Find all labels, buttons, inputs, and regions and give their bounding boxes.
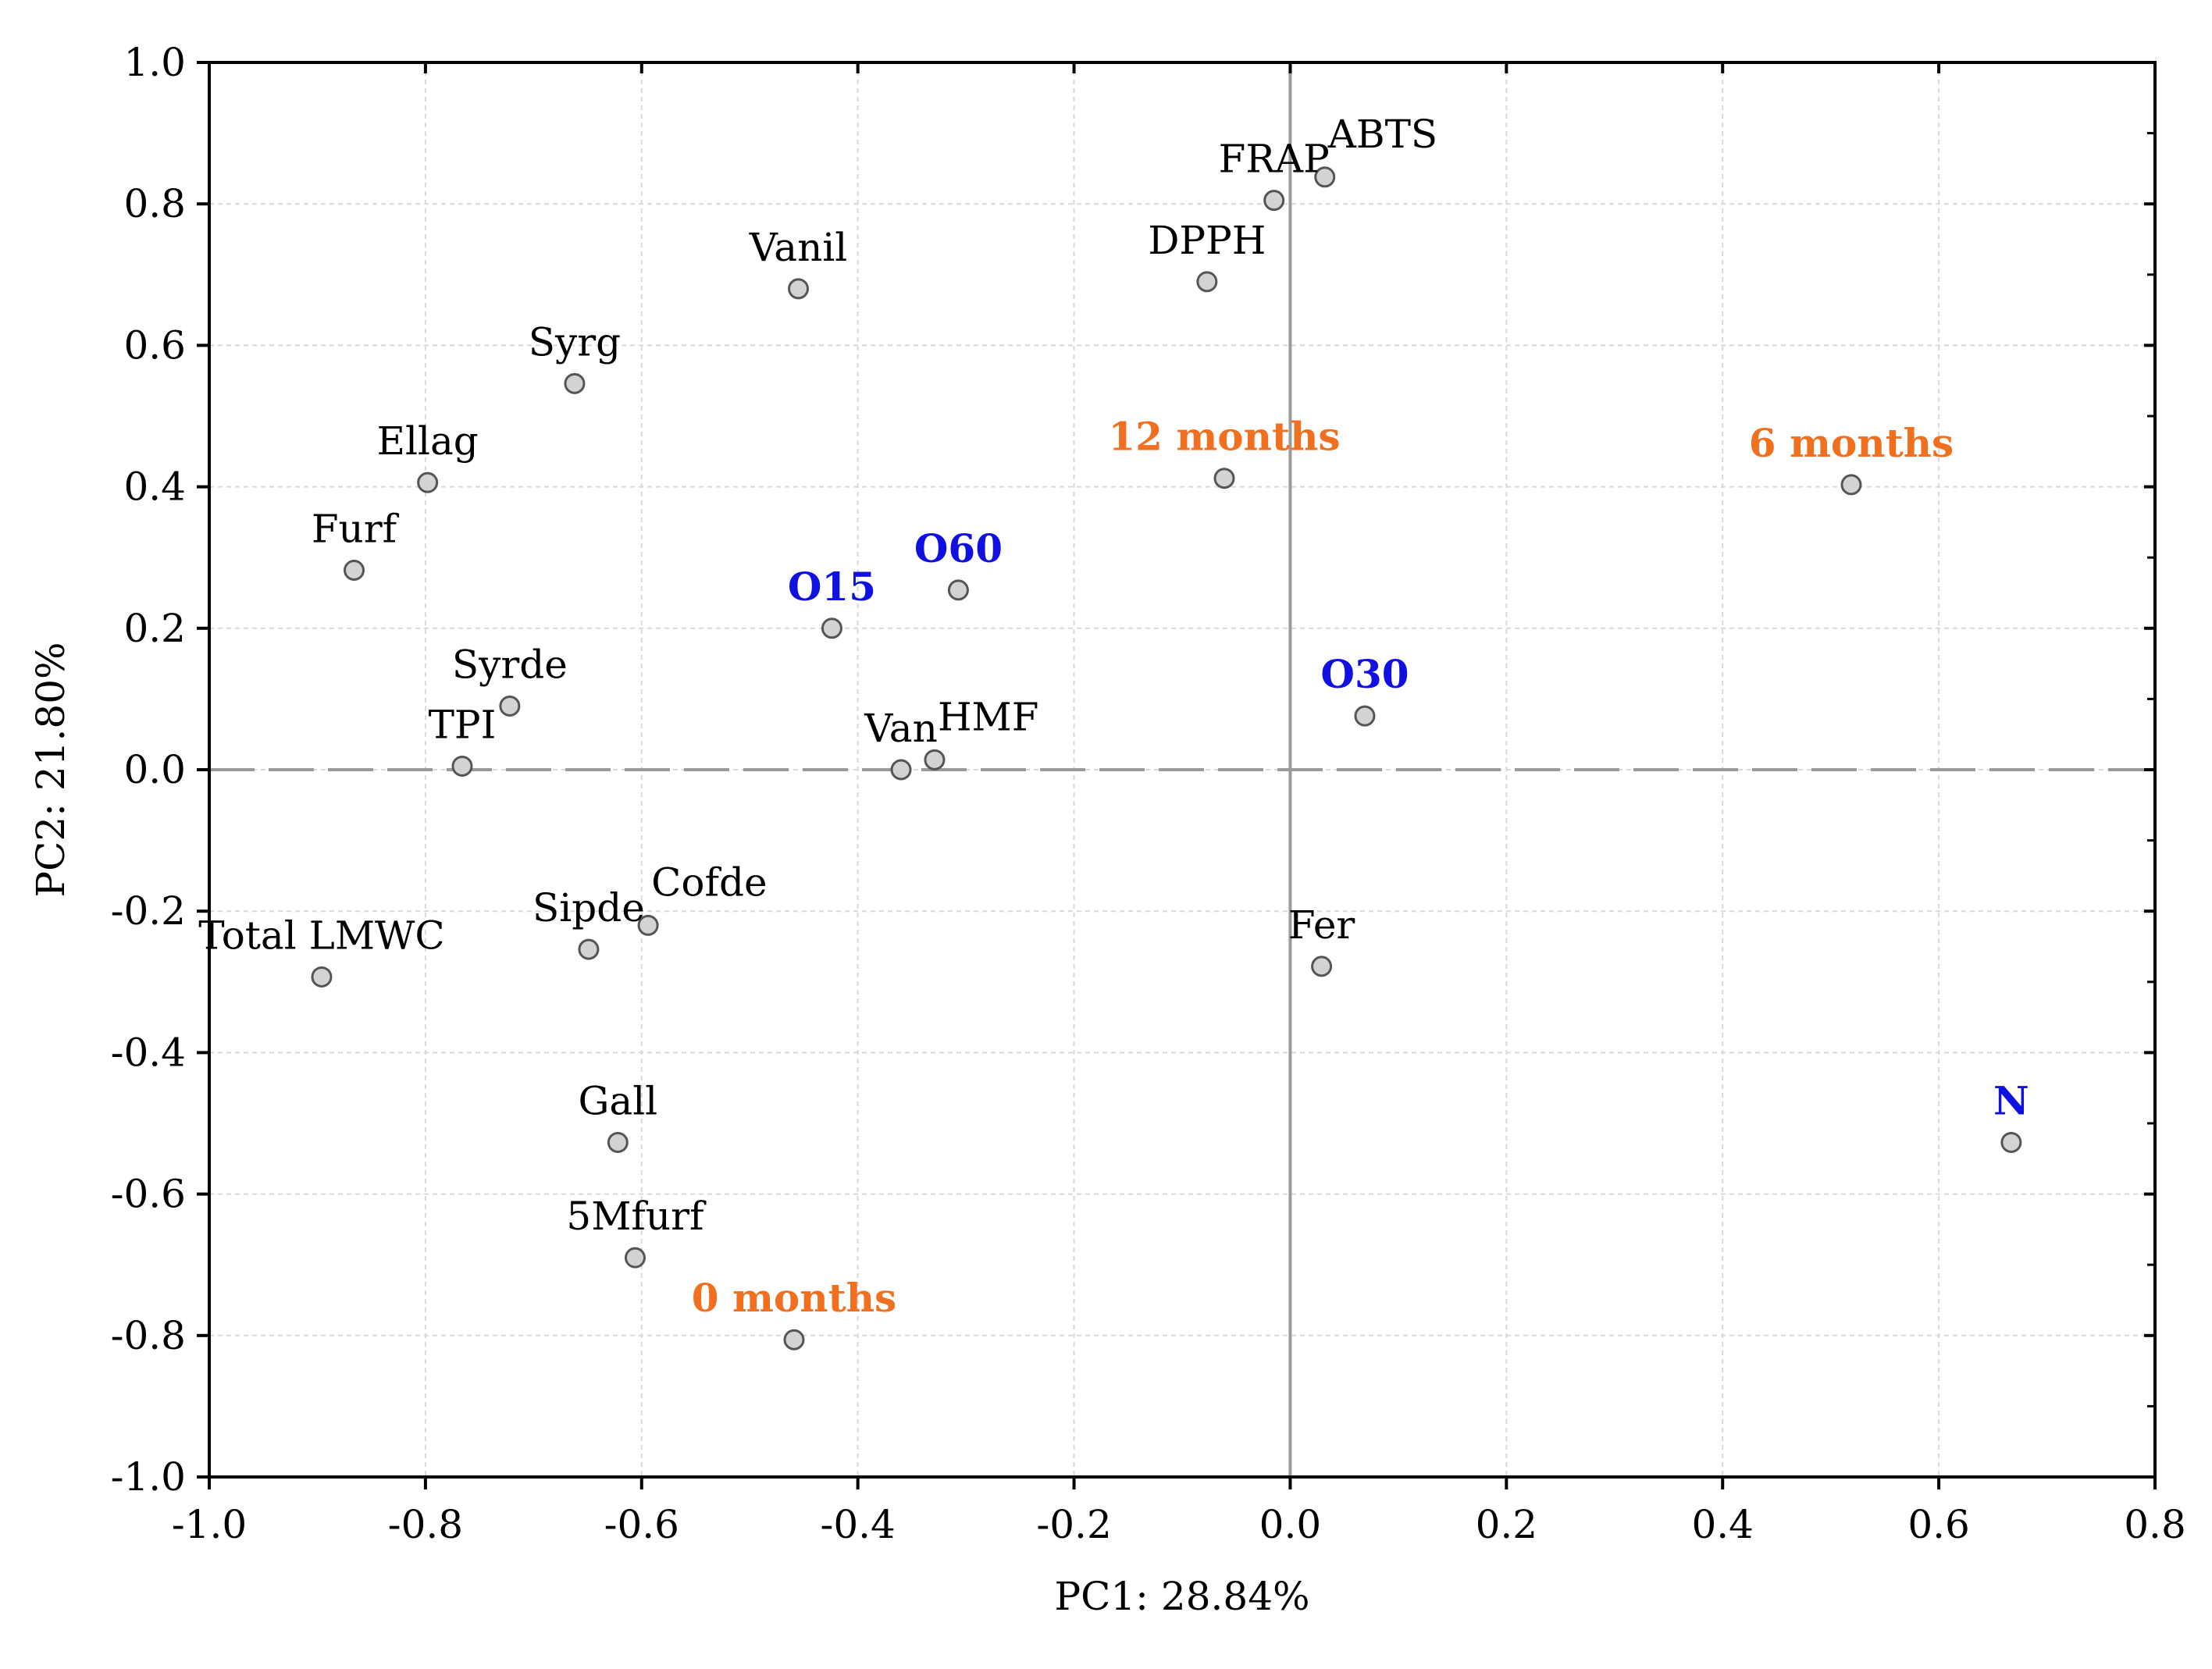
point-marker	[607, 1131, 629, 1153]
x-tick-label: 0.4	[1691, 1502, 1754, 1547]
y-tick-label: -1.0	[111, 1454, 186, 1500]
point-label: O60	[914, 525, 1003, 571]
point-label: 12 months	[1108, 414, 1340, 460]
x-tick-label: 0.2	[1476, 1502, 1538, 1547]
point-label: Syrg	[529, 319, 621, 365]
point-label: FRAP	[1219, 137, 1330, 182]
point-marker	[499, 695, 521, 717]
point-label: Sipde	[533, 885, 645, 931]
y-tick-label: -0.4	[111, 1030, 186, 1075]
point-marker	[451, 755, 473, 777]
axis-ticks: -1.0 -0.8 -0.6 -0.4 -0.2 0.0 0.2 0.4 0.6 0.8 1.0 0.…	[111, 40, 2186, 1547]
point-label: Syrde	[452, 642, 568, 687]
point-label: DPPH	[1148, 218, 1266, 263]
x-tick-label: -1.0	[172, 1502, 247, 1547]
point-label: O15	[788, 564, 876, 610]
point-marker	[783, 1329, 805, 1351]
point-label: Van	[864, 706, 938, 751]
point-marker	[1213, 468, 1235, 489]
point-marker	[344, 560, 365, 582]
point-label: Total LMWC	[198, 913, 444, 958]
y-tick-label: -0.8	[111, 1313, 186, 1358]
point-marker	[1196, 271, 1218, 293]
point-label: Fer	[1288, 902, 1355, 948]
point-marker	[890, 759, 912, 781]
point-marker	[564, 372, 586, 394]
point-marker	[637, 914, 659, 936]
x-tick-label: -0.4	[820, 1502, 895, 1547]
point-label: N	[1993, 1077, 2029, 1123]
y-tick-label: 0.2	[123, 606, 186, 651]
point-marker	[1354, 705, 1376, 727]
point-marker	[947, 579, 969, 601]
point-label: O30	[1320, 651, 1409, 697]
y-tick-label: -0.6	[111, 1172, 186, 1217]
x-tick-label: 0.6	[1907, 1502, 1970, 1547]
y-axis-title: PC2: 21.80%	[28, 642, 73, 897]
point-label: Ellag	[377, 418, 479, 464]
x-tick-label: 0.8	[2124, 1502, 2186, 1547]
x-tick-label: 0.0	[1259, 1502, 1322, 1547]
x-tick-label: -0.2	[1036, 1502, 1111, 1547]
point-label: Furf	[312, 507, 400, 552]
x-tick-label: -0.6	[604, 1502, 679, 1547]
point-marker	[1314, 166, 1336, 188]
point-label: 5Mfurf	[566, 1194, 707, 1239]
y-tick-label: 0.6	[123, 322, 186, 368]
point-label: Gall	[578, 1078, 657, 1123]
point-marker	[1263, 190, 1285, 212]
point-marker	[2000, 1131, 2022, 1153]
point-marker	[821, 617, 842, 639]
y-tick-label: 0.8	[123, 181, 186, 226]
point-label: TPI	[429, 702, 497, 747]
point-marker	[311, 966, 333, 988]
y-tick-label: 1.0	[123, 40, 186, 85]
point-label: HMF	[938, 694, 1039, 739]
point-marker	[788, 278, 810, 300]
point-label: 0 months	[692, 1275, 896, 1321]
point-marker	[1311, 955, 1333, 977]
point-label: Cofde	[651, 859, 767, 905]
point-marker	[417, 472, 439, 493]
point-marker	[624, 1247, 646, 1269]
point-marker	[1840, 474, 1862, 496]
x-axis-title: PC1: 28.84%	[1054, 1574, 1309, 1619]
x-tick-label: -0.8	[388, 1502, 463, 1547]
y-tick-label: -0.2	[111, 888, 186, 934]
zero-lines	[209, 62, 2155, 1477]
y-tick-label: 0.0	[123, 747, 186, 792]
point-marker	[578, 938, 600, 960]
point-label: ABTS	[1327, 112, 1437, 157]
point-marker	[924, 749, 946, 770]
point-label: 6 months	[1749, 420, 1954, 466]
point-label: Vanil	[749, 225, 848, 270]
y-tick-label: 0.4	[123, 464, 186, 510]
